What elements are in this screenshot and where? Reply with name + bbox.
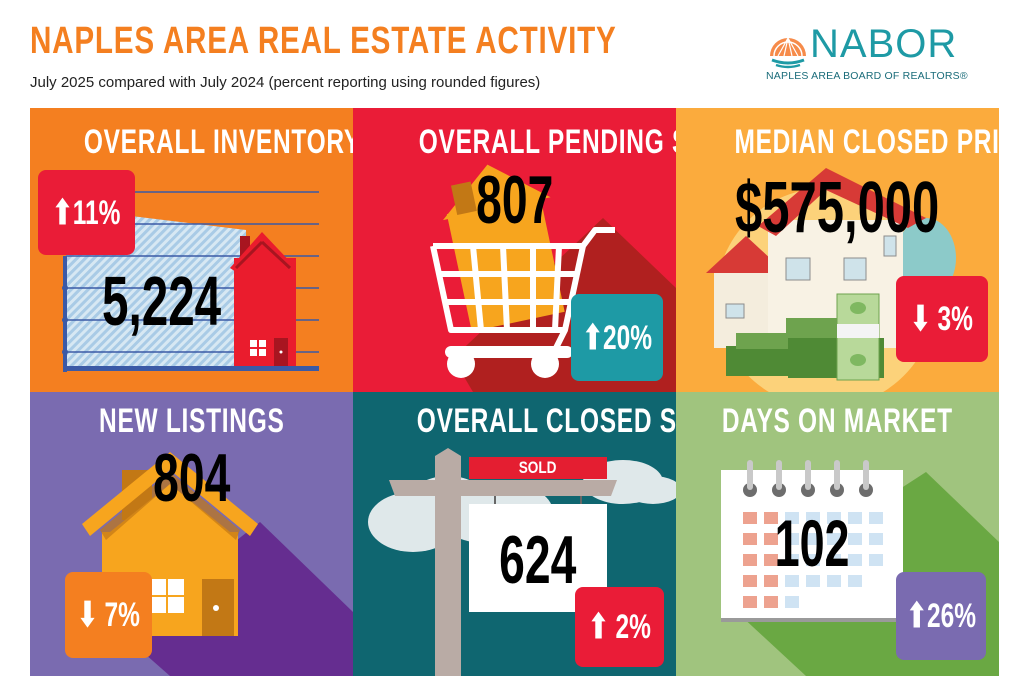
- panel-heading: NEW LISTINGS: [98, 402, 285, 440]
- change-badge: ⬆20%: [571, 294, 663, 381]
- metric-value: 807: [475, 162, 554, 238]
- shell-icon: [770, 37, 806, 69]
- panel-heading: OVERALL PENDING SALES: [418, 123, 676, 161]
- change-badge: ⬇ 3%: [896, 276, 988, 362]
- panel-heading: OVERALL CLOSED SALES: [416, 402, 676, 440]
- change-badge: ⬇ 7%: [65, 572, 152, 658]
- arrow-down-icon: ⬇: [77, 596, 98, 634]
- arrow-down-icon: ⬇: [910, 300, 932, 338]
- nabor-logo: NABOR NAPLES AREA BOARD OF REALTORS®: [766, 22, 996, 86]
- arrow-up-icon: ⬆: [906, 597, 927, 635]
- sold-label: SOLD: [519, 458, 557, 477]
- panel-heading: OVERALL INVENTORY: [83, 123, 353, 161]
- metric-value: $575,000: [735, 168, 940, 248]
- panel-overall-inventory: OVERALL INVENTORY: [30, 108, 353, 392]
- panel-median-closed-price: MEDIAN CLOSED PRICE $575,000 ⬇ 3%: [676, 108, 999, 392]
- metric-value: 5,224: [102, 262, 222, 340]
- metric-value: 102: [774, 506, 850, 580]
- change-badge: ⬆26%: [896, 572, 986, 660]
- metric-value: 804: [152, 440, 231, 516]
- change-badge: ⬆11%: [38, 170, 135, 255]
- panel-days-on-market: DAYS ON MARKET 102 ⬆26%: [676, 392, 999, 676]
- panel-new-listings: NEW LISTINGS 804 ⬇ 7%: [30, 392, 353, 676]
- arrow-up-icon: ⬆: [582, 318, 603, 357]
- panel-heading: DAYS ON MARKET: [722, 402, 953, 440]
- metric-value: 624: [499, 522, 577, 598]
- panel-overall-pending-sales: OVERALL PENDING SALES 807 ⬆20%: [353, 108, 676, 392]
- logo-tagline: NAPLES AREA BOARD OF REALTORS®: [766, 70, 968, 82]
- change-badge: ⬆ 2%: [575, 587, 664, 667]
- page-title: NAPLES AREA REAL ESTATE ACTIVITY: [30, 20, 617, 62]
- arrow-up-icon: ⬆: [588, 608, 609, 646]
- panel-overall-closed-sales: OVERALL CLOSED SALES SOLD 624 ⬆ 2%: [353, 392, 676, 676]
- page-subtitle: July 2025 compared with July 2024 (perce…: [30, 74, 541, 91]
- panel-heading: MEDIAN CLOSED PRICE: [734, 123, 999, 161]
- sold-sign-icon: [368, 448, 676, 676]
- logo-wordmark: NABOR: [810, 22, 958, 66]
- stats-grid: OVERALL INVENTORY: [30, 108, 999, 676]
- arrow-up-icon: ⬆: [52, 193, 73, 232]
